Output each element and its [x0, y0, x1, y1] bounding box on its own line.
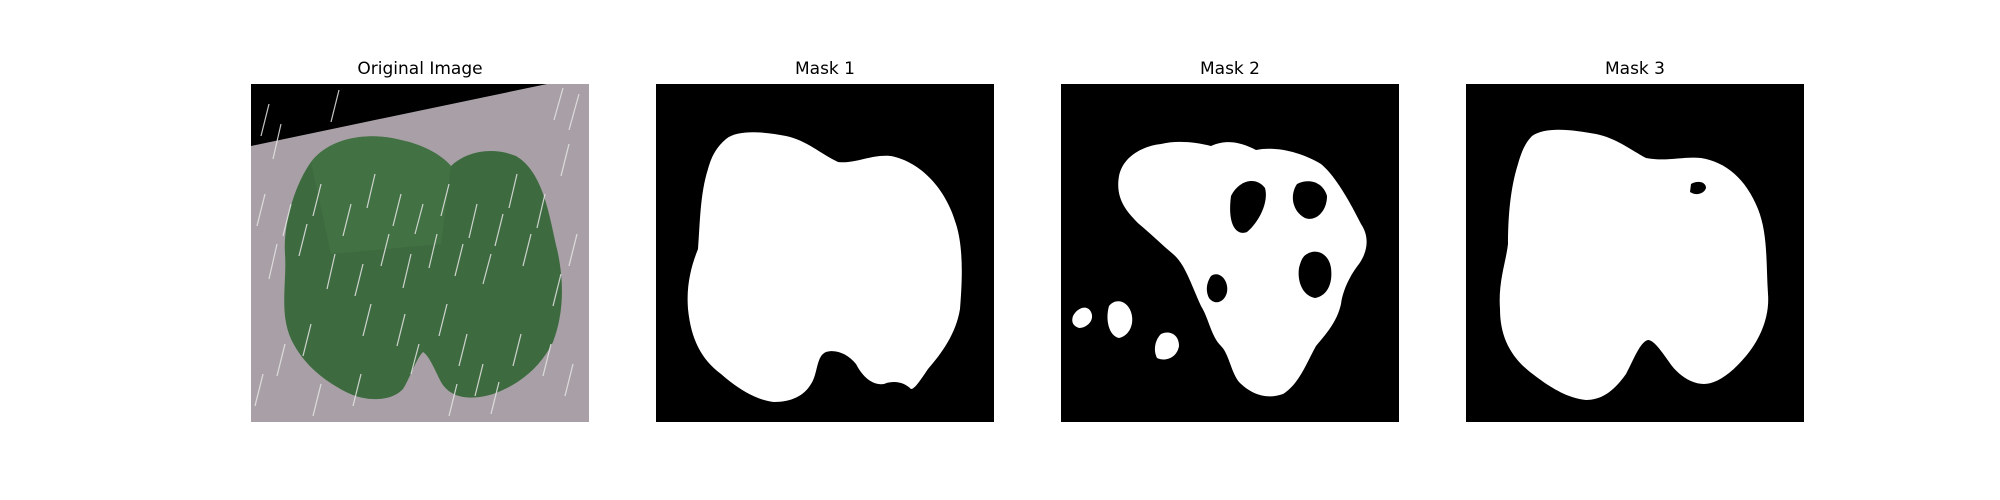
mask-3-panel: Mask 3	[1466, 0, 1804, 500]
mask-notch	[1690, 181, 1706, 195]
panel-title: Mask 3	[1604, 59, 1665, 79]
original-leaf-image	[251, 84, 589, 422]
mask-foreground	[1499, 129, 1769, 400]
mask-3-image	[1466, 84, 1804, 422]
mask-1-image	[656, 84, 994, 422]
mask-2-panel: Mask 2	[1061, 0, 1399, 500]
rain-streaks	[254, 87, 580, 417]
leaf	[284, 136, 562, 400]
mask-2-image	[1061, 84, 1399, 422]
panel-title: Mask 1	[794, 59, 855, 79]
mask-holes	[1206, 181, 1332, 303]
mask-1-panel: Mask 1	[656, 0, 994, 500]
leaf-shading	[311, 136, 451, 254]
mask-foreground	[687, 132, 962, 402]
panel-title: Original Image	[357, 59, 483, 79]
original-image-panel: Original Image	[251, 0, 589, 500]
panel-title: Mask 2	[1199, 59, 1260, 79]
